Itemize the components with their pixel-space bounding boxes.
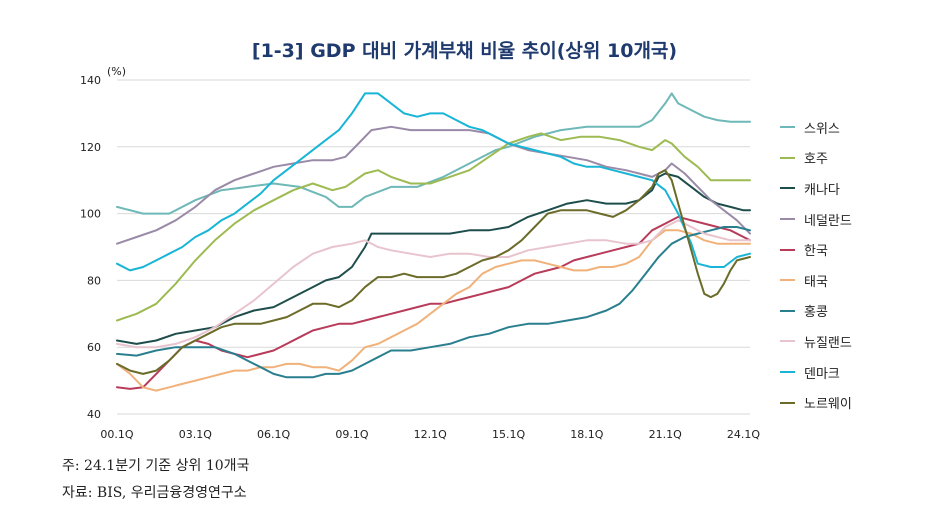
series-line-1	[116, 92, 751, 215]
series-lines	[116, 92, 751, 392]
legend-swatch	[780, 279, 795, 282]
legend-item: 태국	[780, 265, 852, 296]
footnotes: 주: 24.1분기 기준 상위 10개국 자료: BIS, 우리금융경영연구소	[62, 453, 249, 507]
x-tick-label: 09.1Q	[335, 428, 368, 441]
y-tick-label: 80	[87, 274, 101, 287]
series-line-4	[116, 125, 751, 245]
x-tick-label: 03.1Q	[179, 428, 212, 441]
legend-swatch	[780, 340, 795, 343]
legend-item: 덴마크	[780, 357, 852, 388]
legend-swatch	[780, 218, 795, 221]
chart-title: [1-3] GDP 대비 가계부채 비율 추이(상위 10개국)	[251, 40, 678, 62]
series-line-3	[116, 172, 751, 345]
legend-label: 노르웨이	[804, 397, 852, 413]
series-line-9	[116, 92, 751, 272]
series-line-7	[116, 226, 751, 379]
y-tick-label: 100	[80, 208, 101, 221]
legend-label: 한국	[804, 244, 828, 260]
legend-swatch	[780, 248, 795, 251]
legend-label: 네덜란드	[804, 213, 852, 229]
legend-item: 캐나다	[780, 173, 852, 204]
y-tick-label: 40	[87, 408, 101, 421]
x-tick-label: 15.1Q	[492, 428, 525, 441]
legend-swatch	[780, 156, 795, 159]
x-tick-label: 24.1Q	[727, 428, 760, 441]
legend-label: 캐나다	[804, 182, 840, 198]
legend-item: 호주	[780, 143, 852, 174]
legend-swatch	[780, 401, 795, 404]
legend-label: 뉴질랜드	[804, 335, 852, 351]
y-axis-ticks: 40 60 80 100 120 140	[80, 74, 101, 421]
series-line-2	[116, 132, 751, 322]
x-tick-label: 21.1Q	[649, 428, 682, 441]
note-basis: 주: 24.1분기 기준 상위 10개국	[62, 458, 250, 474]
x-tick-label: 12.1Q	[414, 428, 447, 441]
legend-swatch	[780, 187, 795, 190]
legend-swatch	[780, 371, 795, 374]
legend-label: 덴마크	[804, 366, 840, 382]
series-line-10	[116, 169, 751, 375]
series-line-8	[116, 219, 751, 349]
legend-item: 뉴질랜드	[780, 326, 852, 357]
y-tick-label: 120	[80, 141, 101, 154]
note-source: 자료: BIS, 우리금융경영연구소	[62, 485, 247, 501]
legend-label: 호주	[804, 152, 828, 168]
y-tick-label: 140	[80, 74, 101, 87]
legend-item: 네덜란드	[780, 204, 852, 235]
legend-item: 스위스	[780, 112, 852, 143]
legend-label: 홍콩	[804, 305, 828, 321]
legend-label: 태국	[804, 274, 828, 290]
x-tick-label: 06.1Q	[257, 428, 290, 441]
legend-item: 한국	[780, 234, 852, 265]
y-unit-label: (%)	[107, 65, 126, 78]
y-tick-label: 60	[87, 341, 101, 354]
legend-item: 노르웨이	[780, 387, 852, 418]
series-line-6	[116, 229, 751, 392]
legend-swatch	[780, 309, 795, 312]
x-tick-label: 18.1Q	[570, 428, 603, 441]
legend-item: 홍콩	[780, 296, 852, 327]
x-axis-ticks: 00.1Q 03.1Q 06.1Q 09.1Q 12.1Q 15.1Q 18.1Q 21.1Q…	[100, 428, 760, 441]
legend-swatch	[780, 126, 795, 129]
legend-label: 스위스	[804, 121, 840, 137]
x-tick-label: 00.1Q	[100, 428, 133, 441]
